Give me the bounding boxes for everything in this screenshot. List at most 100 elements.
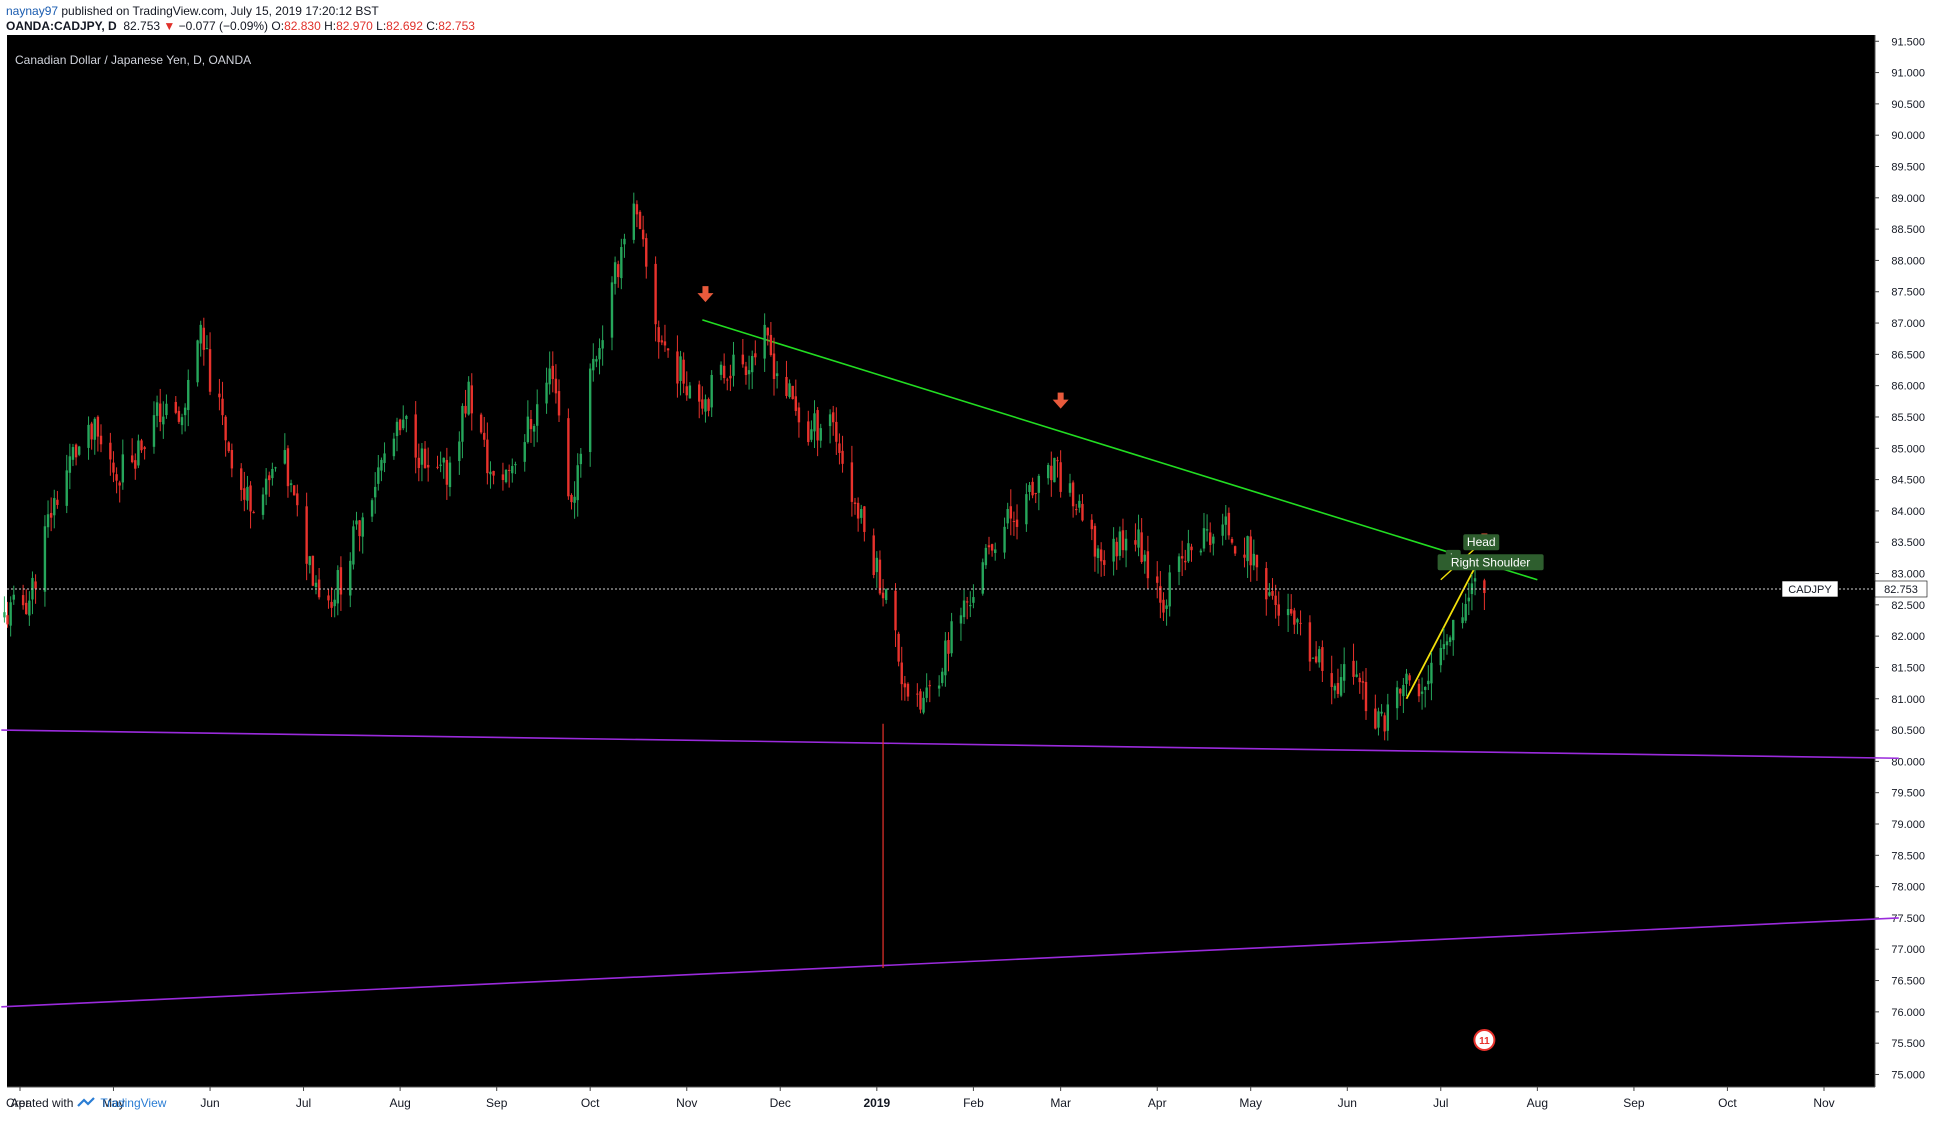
x-axis[interactable]: Apr May Jun Jul Aug Sep Oct Nov Dec 2019 Feb Mar Apr…: [7, 1086, 1875, 1110]
author-link[interactable]: naynay97: [6, 4, 59, 18]
x-tick-label: Apr: [11, 1096, 30, 1110]
candle-body: [1090, 519, 1094, 530]
candle-body: [576, 465, 579, 501]
candle-body: [710, 374, 713, 408]
candle-body: [56, 499, 59, 505]
candle-body: [492, 470, 495, 476]
candle-body: [264, 478, 268, 495]
symbol-tag-box: [1781, 580, 1839, 598]
candle-body: [121, 454, 125, 483]
y-tick-label: 90.000: [1891, 130, 1925, 142]
y-axis[interactable]: 75.000 75.500 76.000 76.500 77.000 77.500 78.0…: [1874, 35, 1925, 1087]
candle-body: [763, 324, 766, 359]
candle-body: [501, 474, 505, 481]
candle-body: [12, 594, 15, 600]
candle-body: [570, 495, 573, 503]
candles[interactable]: [3, 192, 1486, 969]
drawing-lines[interactable]: [1, 319, 1899, 1008]
candle-body: [208, 349, 212, 392]
last-price: 82.753: [123, 19, 161, 33]
candle-body: [1318, 649, 1321, 663]
x-tick-label: Feb: [963, 1096, 984, 1110]
candle-body: [1156, 576, 1159, 583]
candle-body: [317, 579, 321, 598]
candle-body: [1427, 680, 1430, 685]
candle-body: [445, 459, 449, 485]
candle-body: [1364, 681, 1368, 712]
candle-body: [377, 467, 380, 484]
label-head: Head: [1467, 535, 1496, 549]
candle-body: [28, 600, 31, 616]
y-tick-label: 81.500: [1891, 662, 1925, 674]
candle-body: [1031, 481, 1034, 496]
candle-body: [554, 378, 558, 394]
y-tick-label: 82.500: [1891, 600, 1925, 612]
candle-body: [1402, 685, 1405, 697]
candle-body: [1037, 475, 1041, 493]
candle-body: [417, 457, 421, 469]
candle-body: [557, 391, 561, 416]
candle-body: [529, 419, 533, 430]
candle-body: [355, 520, 358, 525]
candle-body: [187, 379, 190, 411]
candle-body: [897, 633, 900, 662]
candle-body: [1068, 483, 1072, 493]
candle-body: [663, 341, 667, 346]
candle-body: [719, 364, 723, 375]
candle-body: [1137, 529, 1140, 548]
low-label: L:: [376, 19, 387, 33]
candle-body: [165, 403, 168, 416]
candle-body: [289, 483, 293, 485]
candle-body: [489, 471, 492, 475]
candle-body: [1358, 677, 1361, 683]
candle-body: [1050, 465, 1053, 481]
candle-body: [775, 373, 779, 377]
candle-body: [766, 327, 769, 336]
candle-body: [1336, 682, 1340, 694]
candle-body: [1081, 503, 1084, 521]
tradingview-brand-link[interactable]: TradingView: [100, 1096, 167, 1110]
ohlc-line: OANDA:CADJPY, D 82.753 ▼ −0.077 (−0.09%)…: [6, 19, 475, 34]
candle-body: [1205, 529, 1209, 531]
y-tick-label: 83.000: [1891, 569, 1925, 581]
label-right-shoulder: Right Shoulder: [1451, 555, 1530, 569]
arrow-marker-mar-stem: [1057, 392, 1064, 401]
candle-body: [632, 203, 635, 240]
candle-body: [990, 544, 994, 551]
candle-body: [1224, 516, 1227, 525]
candle-body: [1165, 605, 1168, 609]
y-tick-label: 89.500: [1891, 162, 1925, 174]
published-text: published on TradingView.com, July 15, 2…: [58, 4, 379, 18]
candle-body: [532, 425, 536, 432]
arrow-marker-nov-stem: [702, 286, 709, 295]
candle-body: [240, 468, 243, 490]
candle-body: [118, 482, 121, 486]
y-tick-label: 76.000: [1891, 1007, 1925, 1019]
candle-body: [305, 506, 308, 564]
candle-body: [1483, 580, 1486, 594]
candle-body: [679, 356, 682, 381]
candle-body: [1146, 551, 1150, 579]
candle-body: [791, 385, 794, 400]
candle-body: [1177, 556, 1181, 572]
candle-body: [1168, 572, 1171, 607]
candle-body: [545, 382, 548, 404]
x-tick-label: Jun: [200, 1096, 219, 1110]
chart-plot-area[interactable]: [7, 35, 1875, 1087]
y-tick-label: 86.000: [1891, 381, 1925, 393]
candle-body: [841, 450, 844, 464]
candle-body: [1075, 509, 1078, 511]
candle-body: [349, 560, 352, 596]
candle-body: [339, 567, 343, 595]
candle-body: [1034, 492, 1037, 494]
candle-body: [1355, 674, 1358, 677]
y-tick-label: 84.000: [1891, 506, 1925, 518]
upper-support-line: [1, 729, 1899, 760]
candle-body: [994, 549, 997, 554]
candle-body: [25, 602, 28, 615]
candle-body: [405, 415, 408, 420]
y-tick-label: 89.000: [1891, 193, 1925, 205]
candle-body: [944, 640, 947, 676]
